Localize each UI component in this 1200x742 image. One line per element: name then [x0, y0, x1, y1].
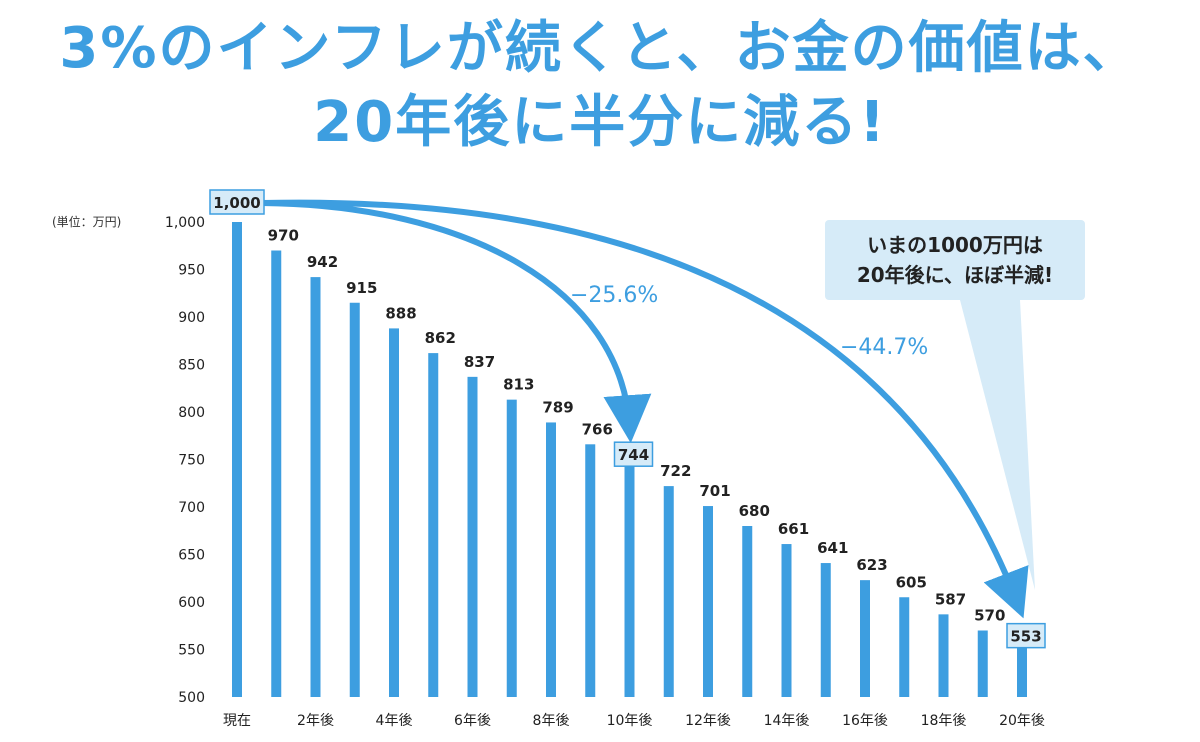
- bar: [860, 580, 870, 697]
- x-tick-label: 8年後: [533, 713, 570, 729]
- bar: [467, 376, 478, 697]
- y-tick-label: 650: [178, 548, 205, 564]
- value-label: 722: [660, 462, 691, 480]
- bar: [428, 353, 439, 697]
- bar: [977, 630, 988, 697]
- value-label: 862: [425, 329, 456, 347]
- y-tick-label: 900: [178, 310, 205, 326]
- y-tick-label: 600: [178, 595, 205, 611]
- pct-annotation: −44.7%: [840, 335, 928, 360]
- bar: [663, 486, 674, 697]
- value-highlight-box: [613, 441, 654, 467]
- bar: [389, 328, 399, 697]
- value-label: 605: [896, 573, 927, 591]
- bar: [938, 614, 949, 697]
- value-label: 641: [817, 539, 848, 557]
- callout-tail: [960, 300, 1035, 590]
- bar: [820, 563, 831, 697]
- bar: [585, 444, 596, 697]
- y-tick-label: 950: [178, 263, 205, 279]
- arrow-to-20-years: [261, 199, 1029, 619]
- x-tick-label: 14年後: [764, 713, 810, 729]
- bar: [1017, 646, 1027, 697]
- title-line-1: 3%のインフレが続くと、お金の価値は、: [59, 16, 1141, 81]
- value-label: 766: [582, 420, 613, 438]
- value-label: 915: [346, 279, 377, 297]
- x-tick-label: 20年後: [999, 713, 1045, 729]
- value-label: 942: [307, 253, 338, 271]
- value-label: 813: [503, 376, 534, 394]
- bar: [742, 526, 753, 697]
- value-label: 970: [268, 227, 299, 245]
- callout-tail-shape: [960, 300, 1035, 590]
- value-highlight-box: [209, 189, 265, 215]
- value-label: 789: [542, 398, 573, 416]
- bar: [310, 277, 321, 697]
- value-label: 570: [974, 607, 1005, 625]
- x-tick-label: 現在: [223, 713, 251, 729]
- value-label: 680: [739, 502, 770, 520]
- bar: [271, 250, 282, 697]
- x-tick-label: 16年後: [842, 713, 888, 729]
- bar: [349, 302, 360, 697]
- value-label: 623: [856, 556, 887, 574]
- y-tick-label: 800: [178, 405, 205, 421]
- callout-line-1: いまの1000万円は: [867, 233, 1043, 257]
- x-tick-label: 12年後: [685, 713, 731, 729]
- y-tick-label: 550: [178, 643, 205, 659]
- value-label: 1,000: [213, 194, 260, 212]
- bar: [232, 222, 242, 697]
- x-tick-label: 18年後: [921, 713, 967, 729]
- value-label: 661: [778, 520, 809, 538]
- y-tick-label: 500: [178, 690, 205, 706]
- value-label: 701: [699, 482, 730, 500]
- arrow-to-10-years: [261, 200, 652, 444]
- y-tick-label: 750: [178, 453, 205, 469]
- y-tick-label: 1,000: [165, 215, 205, 231]
- value-label: 837: [464, 353, 495, 371]
- x-tick-label: 2年後: [297, 713, 334, 729]
- bar: [624, 465, 635, 697]
- pct-annotation: −25.6%: [570, 283, 658, 308]
- bar: [781, 544, 792, 697]
- unit-label: (単位：万円): [52, 214, 121, 229]
- x-tick-label: 10年後: [607, 713, 653, 729]
- callout-box: いまの1000万円は 20年後に、ほぼ半減!: [825, 220, 1085, 300]
- value-highlight-box: [1006, 622, 1046, 649]
- bar: [546, 422, 556, 697]
- callout-line-2: 20年後に、ほぼ半減!: [856, 263, 1054, 287]
- value-label: 888: [385, 304, 416, 322]
- title-line-2: 20年後に半分に減る!: [313, 90, 887, 155]
- y-tick-label: 850: [178, 358, 205, 374]
- x-tick-label: 4年後: [376, 713, 413, 729]
- value-label: 553: [1010, 628, 1041, 646]
- bar: [506, 399, 517, 697]
- bar: [703, 506, 713, 697]
- bar: [899, 597, 910, 697]
- x-tick-label: 6年後: [454, 713, 491, 729]
- y-tick-label: 700: [178, 500, 205, 516]
- value-label: 587: [935, 590, 966, 608]
- value-label: 744: [618, 446, 649, 464]
